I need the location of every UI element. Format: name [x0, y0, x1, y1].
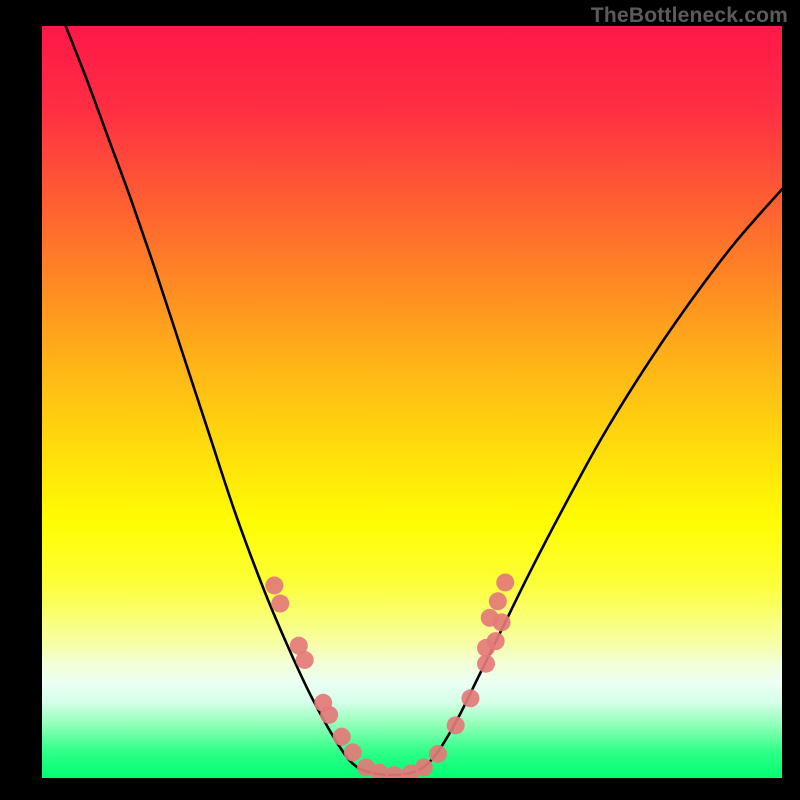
curve-marker — [320, 706, 338, 724]
curve-marker — [415, 758, 433, 776]
curve-marker — [265, 576, 283, 594]
curve-markers-group — [265, 573, 514, 778]
curve-marker — [487, 632, 505, 650]
bottleneck-curve-svg — [42, 26, 782, 778]
chart-canvas: TheBottleneck.com — [0, 0, 800, 800]
curve-marker — [461, 689, 479, 707]
watermark-text: TheBottleneck.com — [591, 4, 788, 28]
curve-marker — [447, 716, 465, 734]
curve-marker — [496, 573, 514, 591]
curve-marker — [271, 595, 289, 613]
plot-area — [42, 26, 782, 778]
bottleneck-curve-path — [66, 26, 782, 775]
curve-marker — [296, 651, 314, 669]
curve-marker — [429, 745, 447, 763]
curve-marker — [489, 592, 507, 610]
curve-marker — [493, 613, 511, 631]
curve-marker — [344, 743, 362, 761]
curve-marker — [333, 728, 351, 746]
curve-marker — [385, 766, 403, 778]
curve-marker — [477, 655, 495, 673]
